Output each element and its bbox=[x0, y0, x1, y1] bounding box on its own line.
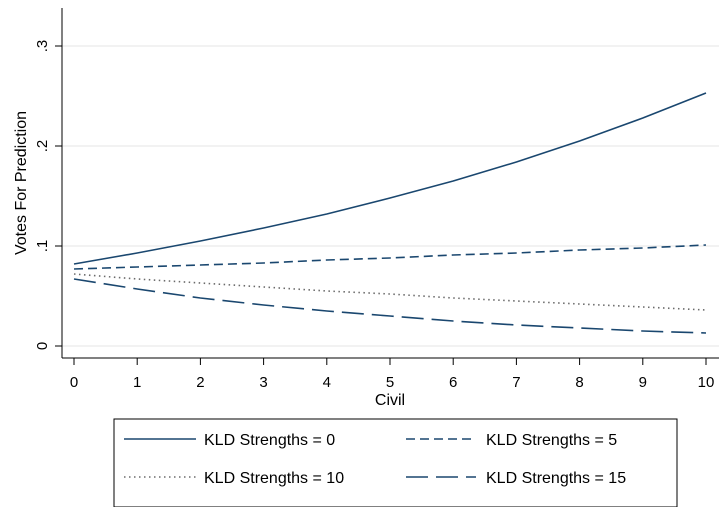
legend: KLD Strengths = 0 KLD Strengths = 5 KLD … bbox=[113, 418, 678, 507]
x-tick-label: 2 bbox=[196, 374, 204, 391]
y-axis-title: Votes For Prediction bbox=[13, 111, 30, 255]
y-tick-label: .2 bbox=[34, 140, 51, 153]
x-tick-label: 6 bbox=[449, 374, 457, 391]
legend-label-series-0: KLD Strengths = 0 bbox=[204, 432, 335, 449]
series-line-3 bbox=[73, 278, 707, 334]
legend-label-series-3: KLD Strengths = 15 bbox=[486, 470, 626, 487]
x-tick-label: 4 bbox=[323, 374, 331, 391]
series-line-2 bbox=[73, 273, 707, 311]
legend-label-series-1: KLD Strengths = 5 bbox=[486, 432, 617, 449]
y-tick-label: .3 bbox=[34, 40, 51, 53]
x-tick-label: 0 bbox=[70, 374, 78, 391]
legend-box bbox=[113, 418, 678, 507]
x-tick-label: 9 bbox=[639, 374, 647, 391]
tick-labels: 0 .1 .2 .3 0 1 2 3 4 5 6 7 8 9 10 bbox=[34, 40, 714, 391]
x-axis-title: Civil bbox=[375, 392, 405, 409]
series-lines bbox=[73, 92, 707, 334]
series-line-1 bbox=[73, 244, 707, 270]
series-line-0 bbox=[73, 92, 707, 265]
x-tick-label: 5 bbox=[386, 374, 394, 391]
x-tick-label: 8 bbox=[575, 374, 583, 391]
x-tick-label: 7 bbox=[512, 374, 520, 391]
x-tick-label: 3 bbox=[259, 374, 267, 391]
y-tick-label: 0 bbox=[34, 342, 51, 350]
x-tick-label: 1 bbox=[133, 374, 141, 391]
axes bbox=[55, 8, 719, 365]
y-tick-label: .1 bbox=[34, 240, 51, 253]
x-tick-label: 10 bbox=[698, 374, 715, 391]
legend-label-series-2: KLD Strengths = 10 bbox=[204, 470, 344, 487]
